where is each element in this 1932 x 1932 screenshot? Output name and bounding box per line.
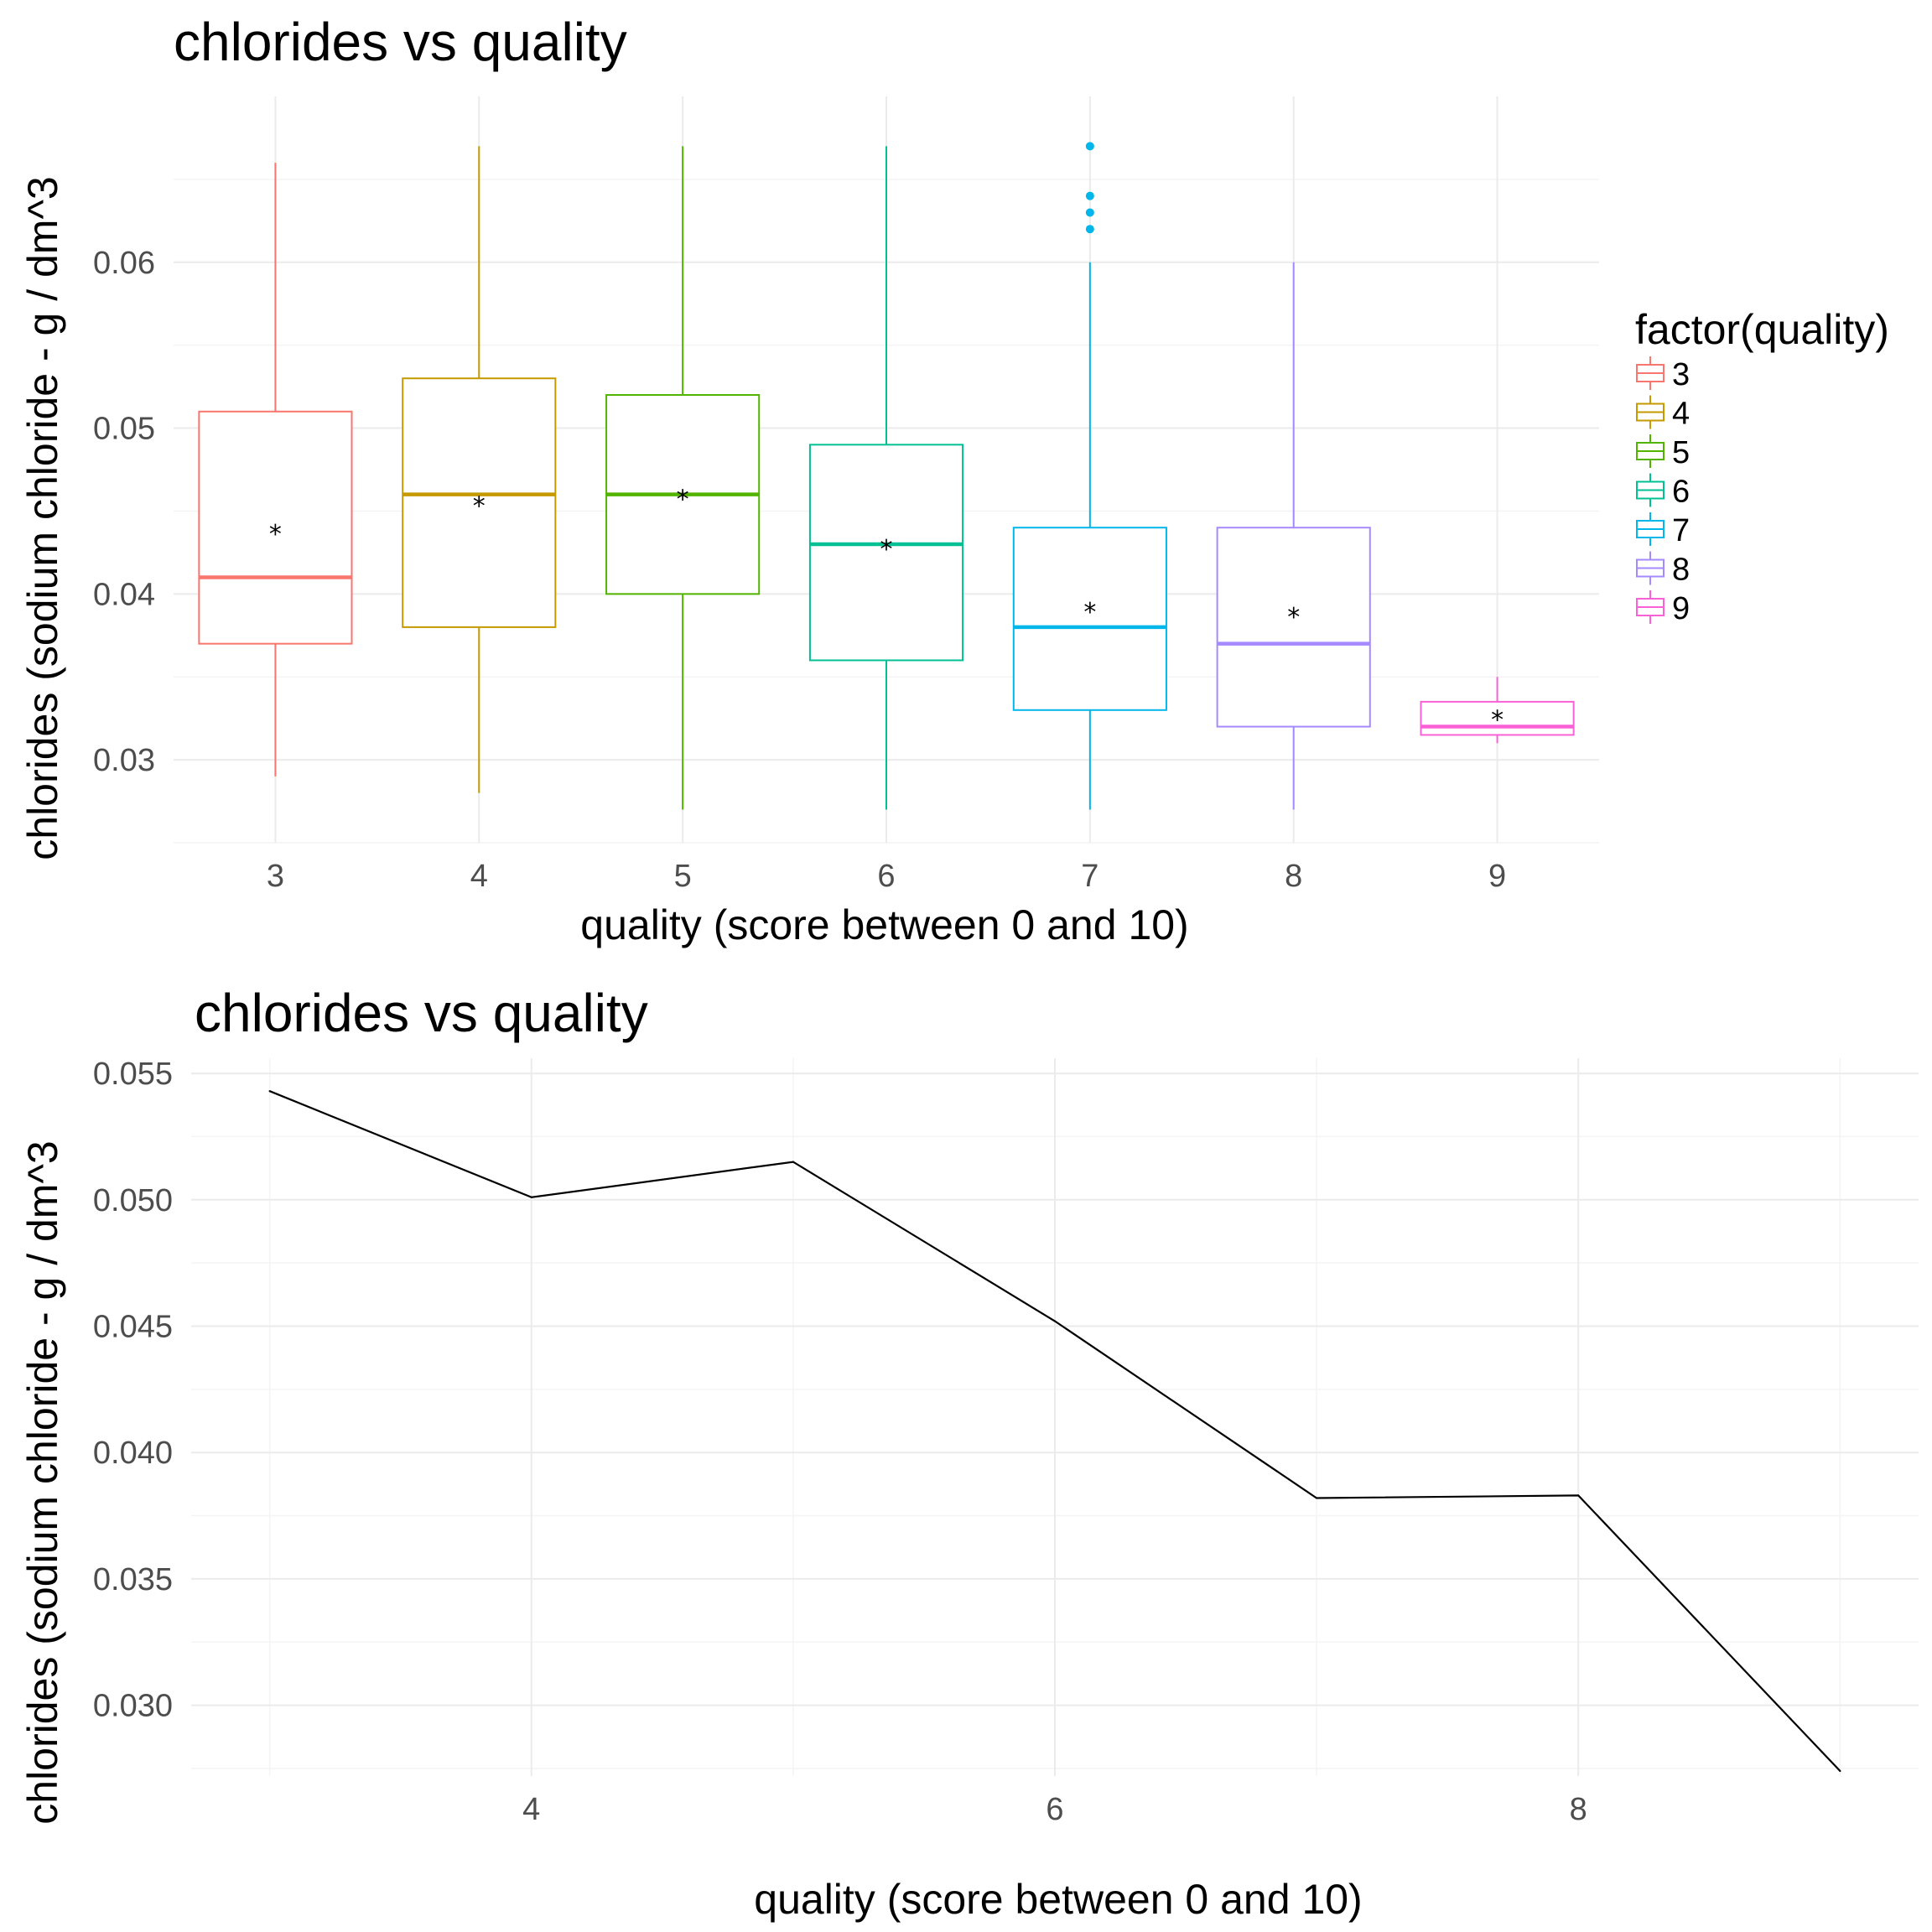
- line-chart-x-axis-title: quality (score between 0 and 10): [754, 1876, 1362, 1923]
- legend-key: [1636, 473, 1665, 507]
- y-tick-label: 0.03: [93, 743, 155, 778]
- legend-item-4: 4: [1636, 395, 1690, 432]
- iqr-box: [1012, 527, 1167, 711]
- line-panel: chlorides vs quality 0.030 0.035 0.040 0.04…: [19, 983, 1919, 1923]
- legend: factor(quality) 3 45 67 89: [1635, 306, 1889, 626]
- boxplot-title: chlorides vs quality: [174, 12, 627, 72]
- boxplot-y-axis-title: chlorides (sodium chloride - g / dm^3: [19, 176, 66, 860]
- y-tick-label: 0.04: [93, 577, 155, 612]
- mean-marker: *: [1491, 706, 1504, 735]
- mean-marker: *: [880, 535, 893, 564]
- y-tick-label: 0.055: [93, 1057, 173, 1092]
- outlier-point: [1085, 225, 1094, 234]
- iqr-box: [808, 444, 964, 662]
- line-vertex: [1053, 1320, 1057, 1322]
- iqr-box: [1216, 527, 1371, 728]
- x-tick-label: 4: [470, 859, 488, 894]
- x-tick-label: 5: [674, 859, 692, 894]
- legend-label: 5: [1672, 435, 1690, 470]
- legend-key: [1636, 356, 1665, 390]
- legend-item-7: 7: [1636, 512, 1690, 548]
- line-vertex: [792, 1161, 794, 1163]
- legend-label: 6: [1672, 475, 1690, 510]
- y-tick-label: 0.06: [93, 246, 155, 281]
- y-tick-label: 0.040: [93, 1436, 173, 1471]
- line-vertex: [530, 1196, 532, 1198]
- mean-marker: *: [269, 520, 282, 549]
- legend-label: 8: [1672, 553, 1690, 588]
- box-7: *: [1012, 142, 1167, 810]
- outlier-point: [1085, 191, 1094, 200]
- legend-title: factor(quality): [1635, 306, 1889, 353]
- line-chart-y-axis-title: chlorides (sodium chloride - g / dm^3: [19, 1140, 66, 1824]
- line-chart-x-tick-labels: 4 6 8: [522, 1792, 1587, 1827]
- x-tick-label: 8: [1570, 1792, 1587, 1827]
- line-chart-title: chlorides vs quality: [195, 983, 648, 1043]
- line-chart-y-tick-labels: 0.030 0.035 0.040 0.045 0.050 0.055: [93, 1057, 173, 1724]
- boxplot-boxes: * * * * * * *: [198, 142, 1575, 810]
- legend-label: 4: [1672, 397, 1690, 432]
- mean-marker: *: [677, 486, 689, 515]
- y-tick-label: 0.045: [93, 1309, 173, 1344]
- x-tick-label: 3: [267, 859, 284, 894]
- legend-label: 3: [1672, 357, 1690, 392]
- x-tick-label: 6: [1046, 1792, 1063, 1827]
- box-9: *: [1420, 677, 1575, 744]
- mean-marker: *: [1287, 603, 1300, 632]
- legend-item-5: 5: [1636, 434, 1690, 470]
- mean-marker: *: [473, 492, 486, 522]
- x-tick-label: 6: [877, 859, 895, 894]
- line-vertex: [1577, 1494, 1580, 1497]
- box-3: *: [198, 163, 353, 776]
- iqr-box: [198, 410, 353, 645]
- boxplot-x-axis-title: quality (score between 0 and 10): [580, 901, 1188, 948]
- y-tick-label: 0.035: [93, 1562, 173, 1597]
- line-chart-grid: [191, 1058, 1919, 1776]
- legend-key: [1636, 395, 1665, 429]
- x-tick-label: 7: [1081, 859, 1098, 894]
- legend-label: 9: [1672, 591, 1690, 626]
- outlier-point: [1085, 208, 1094, 217]
- x-tick-label: 9: [1488, 859, 1506, 894]
- y-tick-label: 0.05: [93, 412, 155, 447]
- x-tick-label: 4: [522, 1792, 540, 1827]
- line-vertex: [1316, 1497, 1318, 1499]
- box-6: *: [808, 146, 964, 810]
- box-5: *: [605, 146, 761, 810]
- box-4: *: [402, 146, 557, 793]
- legend-item-3: 3: [1636, 356, 1690, 392]
- y-tick-label: 0.030: [93, 1689, 173, 1724]
- legend-key: [1636, 551, 1665, 585]
- boxplot-y-tick-labels: 0.03 0.04 0.05 0.06: [93, 246, 155, 778]
- legend-item-9: 9: [1636, 590, 1690, 626]
- boxplot-x-tick-labels: 3 4 5 6 7 8 9: [267, 859, 1506, 894]
- legend-item-6: 6: [1636, 473, 1690, 510]
- line-vertex: [1839, 1769, 1841, 1773]
- legend-label: 7: [1672, 513, 1690, 548]
- legend-key: [1636, 434, 1665, 468]
- line-vertex: [268, 1090, 271, 1093]
- boxplot-panel: chlorides vs quality ** *** ** 0.030.040.0…: [19, 12, 1889, 948]
- line-chart-series: [268, 1090, 1841, 1773]
- x-tick-label: 8: [1285, 859, 1302, 894]
- iqr-box: [1420, 700, 1575, 736]
- outlier-point: [1085, 142, 1094, 151]
- legend-key: [1636, 590, 1665, 624]
- legend-key: [1636, 512, 1665, 546]
- y-tick-label: 0.050: [93, 1183, 173, 1218]
- legend-items: 3 45 67 89: [1636, 356, 1690, 626]
- legend-item-8: 8: [1636, 551, 1690, 588]
- mean-marker: *: [1083, 598, 1096, 627]
- iqr-box: [402, 377, 557, 628]
- box-8: *: [1216, 262, 1371, 810]
